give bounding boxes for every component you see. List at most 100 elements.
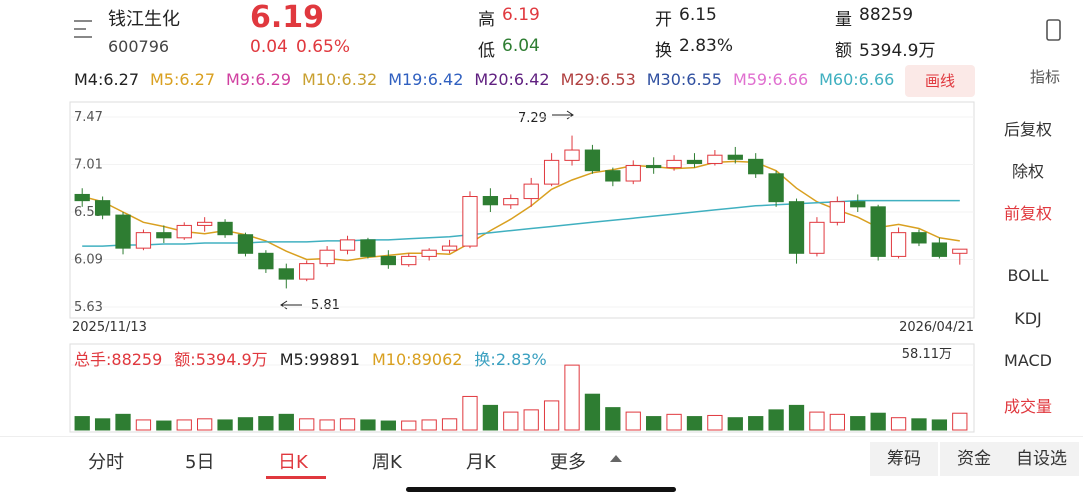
home-indicator — [406, 487, 676, 492]
y-tick-label: 7.01 — [74, 158, 103, 173]
candle-body — [952, 248, 968, 254]
candle-body — [646, 165, 662, 169]
device-icon[interactable] — [1044, 18, 1066, 42]
stat-value: 2.83% — [679, 36, 734, 56]
button[interactable]: 资金 — [940, 442, 1008, 476]
tab[interactable]: 5日 — [185, 452, 215, 473]
stat-value: 5394.9万 — [859, 41, 936, 61]
side-item[interactable]: 成交量 — [1003, 397, 1052, 416]
stock-code: 600796 — [108, 37, 170, 56]
side-item[interactable]: 前复权 — [1003, 204, 1052, 223]
volume-bar — [911, 418, 927, 431]
divider — [0, 436, 1083, 437]
volume-bar — [94, 418, 111, 431]
stat-label: 高 — [478, 10, 495, 30]
volume-frame — [69, 343, 975, 433]
candle-body — [135, 232, 152, 249]
y-tick-label: 6.09 — [74, 253, 103, 268]
tab[interactable]: 更多 — [550, 452, 586, 473]
volume-bar — [441, 418, 458, 431]
volume-bar — [421, 419, 437, 431]
side-item[interactable]: KDJ — [1014, 309, 1042, 328]
candle-body — [441, 245, 458, 251]
side-item[interactable]: 后复权 — [1003, 120, 1052, 139]
more-caret[interactable] — [610, 455, 622, 462]
volume-bar — [870, 412, 886, 431]
candle-body — [605, 170, 621, 182]
candle-body — [339, 239, 356, 251]
end-date: 2026/04/21 — [899, 320, 974, 335]
volume-bar — [237, 417, 254, 431]
volume-bar — [299, 418, 315, 431]
candle-body — [707, 154, 723, 164]
volume-bar — [564, 364, 580, 431]
ma-label: M59:6.66 — [732, 70, 809, 89]
candle-body — [911, 232, 927, 244]
volume-stat: 总手:88259 — [74, 350, 163, 369]
draw-button[interactable]: 画线 — [905, 65, 975, 97]
volume-bar — [401, 420, 417, 431]
volume-bar — [646, 416, 662, 431]
volume-bar — [666, 413, 682, 431]
candle-body — [890, 232, 907, 257]
volume-bar — [625, 411, 641, 431]
candle-body — [543, 159, 560, 185]
candle-body — [625, 165, 641, 182]
ma-line — [82, 160, 960, 262]
annotation: 7.29 — [518, 111, 547, 126]
menu-icon[interactable] — [72, 18, 96, 40]
volume-bar — [197, 418, 213, 431]
side-item[interactable]: 除权 — [1011, 162, 1044, 181]
volume-bar — [890, 417, 907, 431]
indicator-button[interactable]: 指标 — [1030, 68, 1061, 86]
volume-bar — [829, 413, 845, 431]
chart-frame — [69, 101, 975, 319]
volume-bar — [135, 419, 152, 431]
candle-body — [237, 234, 254, 254]
tab[interactable]: 日K — [278, 452, 308, 473]
candle-body — [809, 221, 825, 254]
volume-bar — [707, 414, 723, 431]
candle-body — [686, 159, 703, 164]
side-item[interactable]: BOLL — [1007, 266, 1049, 285]
candle-body — [870, 206, 886, 257]
candle-body — [503, 198, 519, 206]
candle-body — [360, 239, 376, 257]
stat-value: 6.19 — [502, 5, 540, 25]
candle-body — [299, 263, 315, 280]
volume-bar — [931, 419, 948, 431]
volume-bar — [360, 419, 376, 431]
volume-bar — [176, 419, 192, 431]
candle-body — [768, 173, 784, 203]
tab[interactable]: 分时 — [88, 452, 124, 473]
stat-label: 额 — [835, 41, 852, 61]
volume-bar — [809, 411, 825, 431]
ma-label: M5:6.27 — [150, 70, 215, 89]
side-item[interactable]: MACD — [1004, 351, 1052, 370]
candle-body — [788, 201, 805, 254]
tab[interactable]: 月K — [466, 452, 496, 473]
ma-label: M19:6.42 — [388, 70, 464, 89]
price: 6.19 — [250, 0, 325, 35]
chart: 2025/11/13 2026/04/21 7.29 5.81 58.11万 7… — [69, 101, 975, 433]
volume-bar — [768, 409, 784, 431]
volume-bar — [380, 420, 396, 431]
candle-body — [564, 149, 580, 161]
volume-bar — [850, 416, 866, 431]
volume-stat: M10:89062 — [371, 350, 463, 369]
stat-label: 低 — [478, 41, 495, 61]
button[interactable]: 筹码 — [870, 442, 938, 476]
volume-bar — [217, 419, 233, 431]
arrow-head — [566, 110, 574, 120]
change: 0.04 — [250, 37, 288, 57]
candle-body — [197, 221, 213, 226]
candle-body — [94, 200, 111, 216]
stat-value: 88259 — [859, 5, 914, 25]
ma-label: M60:6.66 — [819, 70, 895, 89]
candle-body — [482, 196, 499, 206]
candle-body — [666, 159, 682, 169]
candle-body — [727, 154, 743, 160]
button[interactable]: 自设选 — [1004, 442, 1079, 476]
tab[interactable]: 周K — [372, 452, 402, 473]
